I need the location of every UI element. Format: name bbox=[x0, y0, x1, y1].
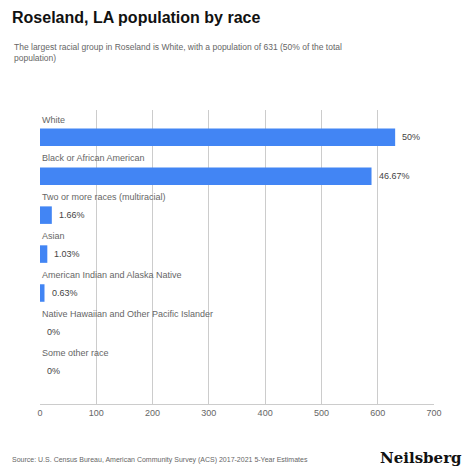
svg-text:100: 100 bbox=[89, 408, 104, 418]
svg-text:1.66%: 1.66% bbox=[59, 210, 85, 220]
svg-text:The largest racial group in Ro: The largest racial group in Roseland is … bbox=[14, 42, 342, 63]
svg-text:700: 700 bbox=[426, 408, 441, 418]
svg-text:0%: 0% bbox=[47, 327, 60, 337]
svg-text:Source: U.S. Census Bureau, Am: Source: U.S. Census Bureau, American Com… bbox=[12, 456, 308, 464]
svg-text:600: 600 bbox=[370, 408, 385, 418]
svg-text:Roseland, LA population by rac: Roseland, LA population by race bbox=[12, 9, 260, 26]
svg-text:300: 300 bbox=[201, 408, 216, 418]
svg-text:400: 400 bbox=[258, 408, 273, 418]
svg-text:1.03%: 1.03% bbox=[54, 249, 80, 259]
svg-text:Neilsberg: Neilsberg bbox=[380, 449, 462, 467]
svg-text:Some other race: Some other race bbox=[42, 348, 109, 358]
svg-text:0%: 0% bbox=[47, 366, 60, 376]
svg-text:Native Hawaiian and Other Paci: Native Hawaiian and Other Pacific Island… bbox=[42, 309, 213, 319]
svg-text:0.63%: 0.63% bbox=[52, 288, 78, 298]
svg-text:White: White bbox=[42, 115, 65, 125]
svg-text:200: 200 bbox=[145, 408, 160, 418]
svg-text:Two or more races (multiracial: Two or more races (multiracial) bbox=[42, 192, 166, 202]
svg-text:Asian: Asian bbox=[42, 231, 65, 241]
svg-text:Black or African American: Black or African American bbox=[42, 153, 145, 163]
svg-text:American Indian and Alaska Nat: American Indian and Alaska Native bbox=[42, 270, 182, 280]
svg-text:50%: 50% bbox=[402, 132, 420, 142]
svg-text:46.67%: 46.67% bbox=[379, 171, 410, 181]
svg-text:500: 500 bbox=[314, 408, 329, 418]
svg-text:0: 0 bbox=[37, 408, 42, 418]
